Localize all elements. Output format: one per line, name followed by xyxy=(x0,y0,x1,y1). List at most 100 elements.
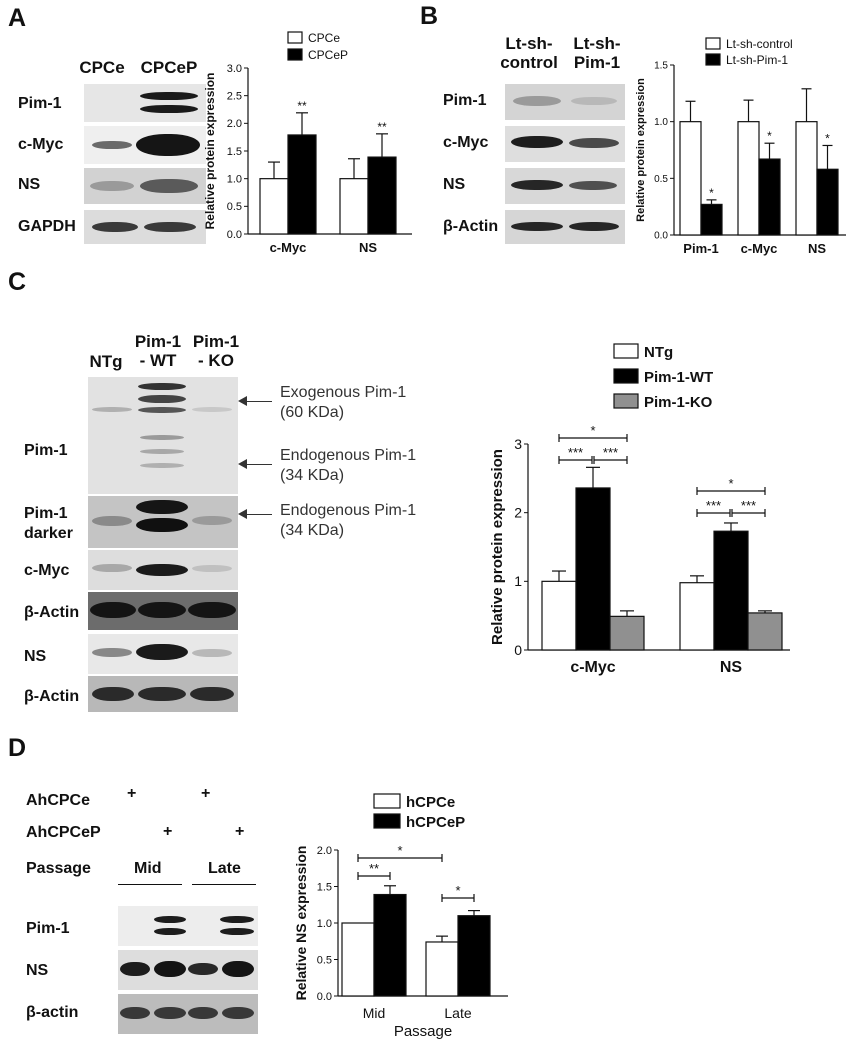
bracket-wt-ko-label: *** xyxy=(741,498,756,513)
arrow-endogenous-1-line xyxy=(240,464,272,465)
y-tick-label: 0.5 xyxy=(654,174,668,185)
bracket-ntg-wt-label: *** xyxy=(568,445,583,460)
category-label: c-Myc xyxy=(741,241,778,256)
chart-b: 0.0 0.5 1.0 1.5 Relative protein expression P… xyxy=(635,37,846,256)
bracket-ntg-ko-label: * xyxy=(590,423,595,438)
legend-label: Pim-1-KO xyxy=(644,394,713,411)
blot-c-row-actin-1: β-Actin xyxy=(24,604,80,621)
y-axis-title: Relative protein expression xyxy=(489,449,506,645)
significance-marker: * xyxy=(709,186,714,200)
bar-NS-Lt-sh-control xyxy=(795,121,818,236)
bar-Late-hCPCeP xyxy=(457,915,491,997)
legend-swatch xyxy=(613,368,639,384)
y-tick-label: 1.5 xyxy=(227,146,242,158)
y-tick-label: 1.0 xyxy=(654,117,668,128)
category-label: Pim-1 xyxy=(683,241,718,256)
significance-marker: ** xyxy=(297,99,307,113)
bar-NS-Lt-sh-Pim-1 xyxy=(816,168,839,236)
annotation-endogenous-pim1-1: Endogenous Pim-1 (34 KDa) xyxy=(280,447,417,484)
blot-b-row-pim1: Pim-1 xyxy=(443,92,487,109)
arrow-exogenous-line xyxy=(240,401,272,402)
y-tick-label: 1.5 xyxy=(317,881,332,893)
legend-swatch xyxy=(613,393,639,409)
blot-c-lane-wt: Pim-1 - WT xyxy=(134,332,182,370)
y-tick-label: 0.5 xyxy=(227,201,242,213)
y-tick-label: 0.5 xyxy=(317,954,332,966)
blot-c-row-ns: NS xyxy=(24,648,47,665)
blot-d-cond-ahcpce: AhCPCe xyxy=(26,792,91,809)
y-axis-title: Relative NS expression xyxy=(293,846,309,1001)
chart-d: 0.0 0.5 1.0 1.5 2.0 Relative NS expression Mid… xyxy=(293,793,508,1040)
blot-b-row-actin: β-Actin xyxy=(443,218,499,235)
blot-a-row-ns: NS xyxy=(18,176,41,193)
blot-c-strip-ns xyxy=(88,634,238,674)
bar-NS-Pim-1-KO xyxy=(747,612,783,651)
y-tick-label: 0.0 xyxy=(227,229,242,241)
bar-c-Myc-Pim-1-WT xyxy=(575,487,611,651)
y-tick-label: 2.0 xyxy=(317,845,332,857)
blot-a-row-pim1: Pim-1 xyxy=(18,95,62,112)
bracket-mid-late-label: * xyxy=(397,843,402,858)
blot-d-strip-pim1 xyxy=(118,906,258,946)
bar-NS-CPCeP xyxy=(367,156,397,235)
blot-c-row-cmyc: c-Myc xyxy=(24,562,70,579)
legend-label: Lt-sh-control xyxy=(726,37,793,51)
significance-marker: * xyxy=(767,129,772,143)
y-tick-label: 1.0 xyxy=(227,174,242,186)
blot-a-strip-cmyc xyxy=(84,126,206,164)
y-tick-label: 1 xyxy=(514,573,522,589)
blot-c-strip-actin-2 xyxy=(88,676,238,712)
blot-d-row-actin: β-actin xyxy=(26,1004,79,1021)
significance-marker: * xyxy=(825,131,830,145)
bar-NS-Pim-1-WT xyxy=(713,530,749,651)
blot-a-row-gapdh: GAPDH xyxy=(18,218,76,235)
bracket-wt-ko-label: *** xyxy=(603,445,618,460)
chart-a: 0.0 0.5 1.0 1.5 2.0 2.5 3.0 Relative protein ex… xyxy=(203,31,412,255)
blot-d-underline-late xyxy=(192,884,256,885)
category-label: c-Myc xyxy=(570,659,615,676)
blot-d-cond-ahcpcep: AhCPCeP xyxy=(26,824,101,841)
category-label: NS xyxy=(720,659,743,676)
legend-label: hCPCe xyxy=(406,794,455,811)
blot-b-strip-ns xyxy=(505,168,625,204)
plus-ahcpce-late: + xyxy=(201,785,211,802)
panel-letter-b: B xyxy=(420,2,439,30)
legend-swatch xyxy=(287,31,303,44)
blot-b-strip-cmyc xyxy=(505,126,625,162)
panel-letter-c: C xyxy=(8,268,27,296)
blot-c-strip-pim1 xyxy=(88,377,238,494)
y-tick-label: 2.0 xyxy=(227,118,242,130)
bar-Mid-hCPCe xyxy=(341,922,375,997)
bar-c-Myc-Pim-1-KO xyxy=(609,615,645,651)
legend-swatch xyxy=(705,37,721,50)
blot-b-strip-actin xyxy=(505,210,625,244)
bar-Pim-1-Lt-sh-Pim-1 xyxy=(700,203,723,236)
bar-c-Myc-CPCe xyxy=(259,178,289,235)
y-tick-label: 0 xyxy=(514,642,522,658)
bar-c-Myc-NTg xyxy=(541,580,577,651)
blot-b-lane-control: Lt-sh- control xyxy=(500,34,558,72)
y-tick-label: 3 xyxy=(514,436,522,452)
bar-NS-CPCe xyxy=(339,178,369,235)
legend-label: NTg xyxy=(644,344,673,361)
blot-b-row-ns: NS xyxy=(443,176,466,193)
blot-d-passage-mid: Mid xyxy=(134,860,162,877)
blot-a-lane-cpce: CPCe xyxy=(79,58,125,77)
plus-ahcpcep-late: + xyxy=(235,823,245,840)
legend-swatch xyxy=(373,813,401,829)
category-label: NS xyxy=(808,241,826,256)
blot-a-strip-ns xyxy=(84,168,206,204)
arrow-endogenous-2-line xyxy=(240,514,272,515)
bracket-ntg-ko-label: * xyxy=(728,476,733,491)
significance-marker: ** xyxy=(377,120,387,134)
blot-d-row-pim1: Pim-1 xyxy=(26,920,70,937)
blot-d-row-ns: NS xyxy=(26,962,49,979)
bracket-mid-label: ** xyxy=(369,861,379,876)
legend-swatch xyxy=(287,48,303,61)
bar-c-Myc-CPCeP xyxy=(287,134,317,235)
bar-c-Myc-Lt-sh-control xyxy=(737,121,760,236)
panel-letter-d: D xyxy=(8,734,27,762)
y-axis-title: Relative protein expression xyxy=(635,78,647,222)
blot-a-lane-cpcep: CPCeP xyxy=(140,58,198,77)
bracket-late-label: * xyxy=(455,883,460,898)
